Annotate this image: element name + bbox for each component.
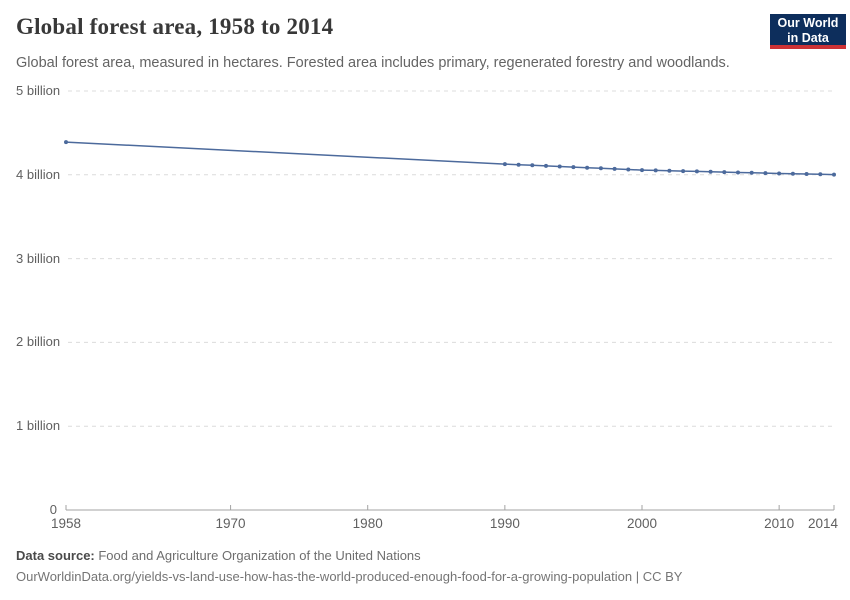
forest-area-line[interactable] bbox=[65, 141, 835, 176]
data-point[interactable] bbox=[667, 168, 672, 173]
y-axis-tick-label: 4 billion bbox=[16, 166, 61, 182]
data-point[interactable] bbox=[626, 167, 631, 172]
data-point[interactable] bbox=[763, 171, 768, 176]
data-point[interactable] bbox=[749, 170, 754, 175]
data-source-value: Food and Agriculture Organization of the… bbox=[94, 548, 421, 563]
owid-logo-line1: Our World bbox=[777, 16, 839, 30]
x-axis-tick-label: 1980 bbox=[352, 516, 383, 531]
data-point[interactable] bbox=[790, 171, 795, 176]
x-axis-tick-label: 2014 bbox=[807, 516, 838, 531]
data-point[interactable] bbox=[530, 163, 535, 168]
y-axis-tick-label: 1 billion bbox=[16, 418, 61, 434]
chart-subtitle: Global forest area, measured in hectares… bbox=[16, 55, 730, 71]
x-axis-tick-label: 1970 bbox=[215, 516, 246, 531]
data-point[interactable] bbox=[708, 169, 713, 174]
x-axis-tick-label: 1990 bbox=[489, 516, 520, 531]
data-point[interactable] bbox=[653, 168, 658, 173]
data-point[interactable] bbox=[502, 162, 507, 167]
owid-logo[interactable]: Our World in Data bbox=[770, 14, 846, 49]
data-point[interactable] bbox=[736, 170, 740, 175]
data-point[interactable] bbox=[832, 172, 836, 177]
data-source-line: Data source: Food and Agriculture Organi… bbox=[16, 548, 421, 563]
x-axis-tick-label: 1958 bbox=[50, 516, 82, 531]
data-point[interactable] bbox=[64, 140, 68, 145]
data-point[interactable] bbox=[818, 172, 823, 177]
y-axis-tick-label: 5 billion bbox=[16, 83, 61, 98]
data-source-label: Data source: bbox=[16, 548, 95, 563]
data-point[interactable] bbox=[557, 164, 562, 169]
x-axis-tick-label: 2000 bbox=[626, 516, 658, 531]
data-point[interactable] bbox=[585, 165, 590, 170]
data-point[interactable] bbox=[777, 171, 782, 176]
data-point[interactable] bbox=[516, 162, 521, 167]
data-point[interactable] bbox=[722, 170, 727, 175]
chart-title: Global forest area, 1958 to 2014 bbox=[16, 14, 334, 39]
data-point[interactable] bbox=[694, 169, 699, 174]
y-axis-tick-label: 0 bbox=[49, 502, 57, 517]
data-point[interactable] bbox=[640, 168, 644, 173]
data-point[interactable] bbox=[571, 165, 576, 170]
data-point[interactable] bbox=[598, 166, 603, 171]
data-point[interactable] bbox=[681, 169, 686, 174]
data-point[interactable] bbox=[612, 166, 617, 171]
chart-url-link[interactable]: OurWorldinData.org/yields-vs-land-use-ho… bbox=[16, 569, 683, 584]
y-axis-tick-label: 2 billion bbox=[16, 334, 61, 350]
data-point[interactable] bbox=[804, 172, 809, 176]
data-point[interactable] bbox=[544, 163, 548, 168]
y-axis-tick-label: 3 billion bbox=[16, 250, 61, 266]
owid-logo-line2: in Data bbox=[787, 30, 829, 45]
x-axis-tick-label: 2010 bbox=[764, 516, 795, 531]
